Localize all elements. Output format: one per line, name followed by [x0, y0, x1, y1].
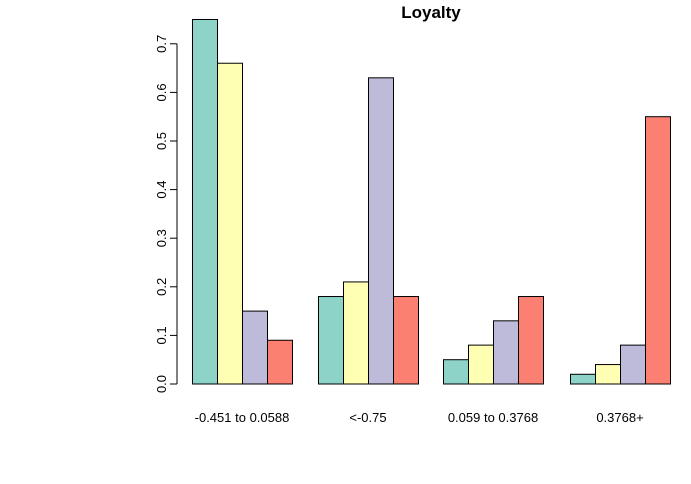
y-tick-label: 0.4 — [154, 181, 169, 199]
category-label: 0.3768+ — [596, 410, 643, 425]
bar — [267, 339, 293, 385]
bar — [318, 296, 344, 385]
category-labels: -0.451 to 0.0588 <-0.75 0.059 to 0.3768 0.3… — [195, 410, 644, 425]
bar — [645, 116, 671, 385]
y-axis: 0.0 0.1 0.2 0.3 0.4 0.5 0.6 0.7 — [154, 35, 178, 393]
bar — [393, 296, 419, 385]
chart-title: Loyalty — [401, 3, 461, 22]
bar — [570, 373, 596, 385]
category-label: <-0.75 — [349, 410, 386, 425]
bar — [620, 344, 646, 385]
bar — [493, 320, 519, 385]
bars-group — [192, 19, 671, 385]
bar — [192, 19, 218, 385]
bar — [343, 281, 369, 385]
y-tick-label: 0.3 — [154, 229, 169, 247]
bar — [217, 62, 243, 385]
bar — [468, 344, 494, 385]
y-tick-label: 0.0 — [154, 375, 169, 393]
bar — [242, 310, 268, 385]
category-label: -0.451 to 0.0588 — [195, 410, 290, 425]
bar — [518, 296, 544, 385]
category-label: 0.059 to 0.3768 — [448, 410, 538, 425]
bar — [443, 359, 469, 385]
bar — [368, 77, 394, 385]
y-tick-label: 0.6 — [154, 83, 169, 101]
y-tick-label: 0.7 — [154, 35, 169, 53]
bar — [595, 364, 621, 385]
y-tick-label: 0.2 — [154, 278, 169, 296]
y-tick-label: 0.5 — [154, 132, 169, 150]
y-tick-label: 0.1 — [154, 326, 169, 344]
